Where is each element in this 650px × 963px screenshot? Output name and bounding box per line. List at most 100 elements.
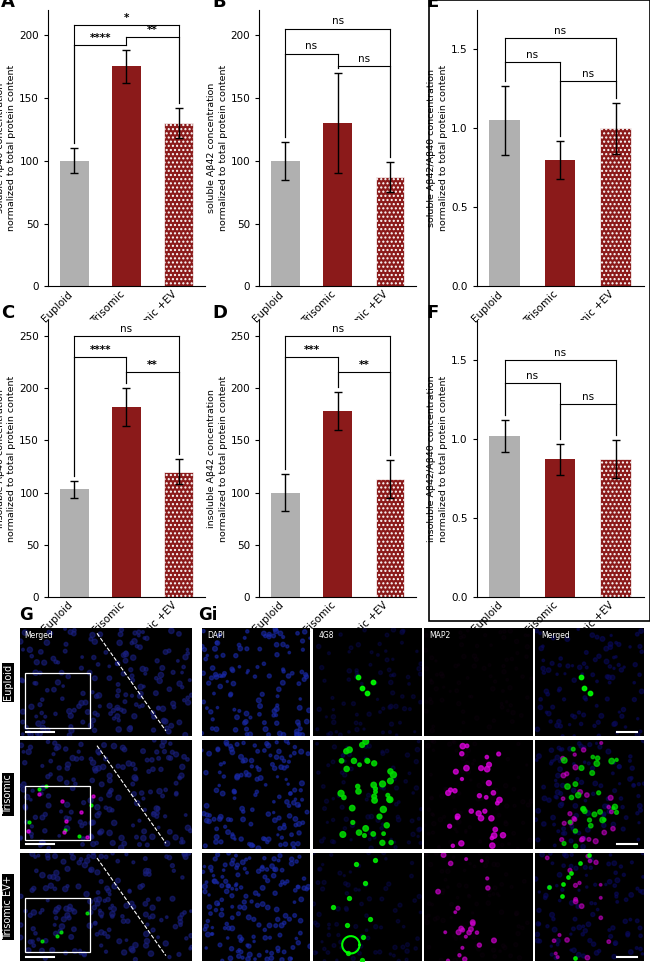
Text: ***: *** — [304, 345, 320, 354]
Point — [270, 361, 280, 377]
Text: C: C — [1, 303, 14, 322]
Point — [592, 159, 603, 174]
Point — [153, 403, 164, 418]
Point — [317, 544, 327, 560]
Point — [412, 94, 423, 110]
Text: ns: ns — [554, 26, 566, 36]
Point — [636, 221, 647, 236]
Text: **: ** — [147, 25, 158, 35]
Point — [251, 646, 261, 662]
Point — [536, 365, 546, 380]
Point — [452, 72, 462, 88]
Point — [543, 130, 554, 145]
Point — [375, 133, 385, 148]
Bar — [60, 161, 88, 287]
Text: Merged: Merged — [541, 631, 569, 640]
Point — [306, 730, 316, 745]
Point — [528, 63, 538, 78]
Point — [549, 432, 559, 448]
Point — [429, 648, 439, 664]
Point — [139, 199, 150, 215]
Point — [398, 821, 408, 837]
Point — [517, 431, 527, 447]
Point — [612, 117, 623, 133]
Point — [584, 237, 594, 252]
Point — [355, 618, 365, 634]
Bar — [323, 411, 352, 597]
Point — [537, 219, 547, 234]
Point — [342, 79, 352, 94]
Point — [552, 514, 562, 530]
Point — [569, 51, 580, 66]
Point — [531, 656, 541, 671]
Point — [398, 800, 408, 816]
Bar — [489, 435, 520, 597]
Point — [398, 188, 409, 203]
Point — [560, 615, 571, 631]
Point — [586, 153, 597, 169]
Point — [280, 286, 290, 301]
Point — [325, 4, 335, 19]
Point — [188, 548, 198, 563]
Bar — [323, 123, 352, 287]
Point — [283, 611, 293, 626]
Point — [547, 525, 557, 540]
Point — [319, 538, 330, 554]
Point — [541, 22, 552, 38]
Text: Trisomic: Trisomic — [3, 774, 13, 815]
Point — [216, 255, 226, 271]
Point — [419, 122, 429, 138]
Point — [575, 140, 585, 155]
Bar — [376, 479, 404, 597]
Point — [300, 418, 311, 433]
Point — [528, 13, 539, 29]
Point — [324, 484, 335, 500]
Point — [379, 114, 389, 129]
Point — [419, 752, 429, 768]
Point — [528, 335, 539, 351]
Point — [333, 467, 343, 482]
Text: **: ** — [147, 360, 158, 370]
Point — [627, 0, 638, 8]
Point — [568, 199, 578, 215]
Text: E: E — [426, 0, 439, 11]
Point — [623, 718, 633, 734]
Point — [164, 545, 174, 560]
Point — [468, 897, 478, 912]
Point — [562, 559, 572, 574]
Point — [309, 117, 319, 133]
Point — [552, 547, 563, 562]
Point — [530, 602, 540, 617]
Point — [584, 242, 594, 257]
Point — [322, 407, 333, 423]
Point — [353, 520, 363, 535]
Point — [339, 715, 350, 730]
Text: ns: ns — [120, 324, 133, 333]
Point — [541, 329, 551, 345]
Point — [553, 274, 564, 290]
Point — [567, 586, 578, 602]
Point — [513, 299, 523, 315]
Point — [180, 621, 190, 637]
Point — [129, 171, 140, 187]
Point — [289, 98, 299, 114]
Point — [366, 781, 376, 796]
Point — [630, 411, 640, 427]
Point — [645, 530, 650, 545]
Point — [619, 284, 629, 299]
Point — [112, 571, 122, 586]
Point — [640, 362, 650, 377]
Point — [621, 522, 631, 537]
Point — [373, 175, 384, 191]
Point — [549, 497, 560, 512]
Point — [458, 221, 468, 237]
Point — [266, 100, 277, 116]
Point — [309, 535, 319, 551]
Point — [366, 171, 376, 187]
Point — [519, 825, 530, 841]
Point — [644, 60, 650, 75]
Point — [629, 893, 640, 908]
Point — [608, 196, 619, 212]
Point — [335, 475, 345, 490]
Point — [465, 184, 475, 199]
